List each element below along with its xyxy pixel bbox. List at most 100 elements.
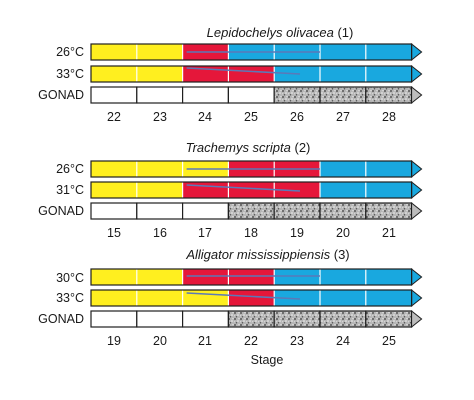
- stage-label: 18: [244, 226, 258, 240]
- stage-label: 23: [290, 334, 304, 348]
- band-segment: [274, 182, 320, 198]
- band-outline: [90, 181, 413, 199]
- band-segment: [228, 182, 275, 198]
- gonad-segment: [182, 310, 230, 328]
- gonad-arrow-tip: [411, 309, 423, 329]
- band-segment: [274, 290, 320, 306]
- band-segment: [91, 66, 137, 82]
- band-segment: [136, 161, 183, 177]
- band-arrow-tip: [411, 159, 423, 179]
- panel-3-gonad-label: GONAD: [38, 312, 84, 326]
- band-outline: [90, 268, 413, 286]
- panel-3-gonad-band: [90, 309, 423, 329]
- panel-3-ref: (3): [334, 247, 350, 262]
- panel-3-row-1-label: 30°C: [56, 271, 84, 285]
- stage-label: 16: [153, 226, 167, 240]
- band-outline: [90, 289, 413, 307]
- panel-2-row-2-band: [90, 180, 423, 200]
- band-segment: [91, 269, 137, 285]
- stage-label: 17: [198, 226, 212, 240]
- panel-2-row-1-label: 26°C: [56, 162, 84, 176]
- gonad-segment: [273, 310, 321, 328]
- panel-1-row-2-label: 33°C: [56, 67, 84, 81]
- panel-1: Lepidochelys olivacea (1) 26°C 33°C GONA…: [38, 25, 423, 124]
- panel-3-row-2-band: [90, 288, 423, 308]
- transition-line: [186, 292, 301, 300]
- band-segment: [136, 44, 183, 60]
- stage-label: 20: [336, 226, 350, 240]
- band-outline: [90, 65, 413, 83]
- gonad-segment: [136, 202, 184, 220]
- band-arrow-tip: [411, 180, 423, 200]
- panel-3-transition-lines: [186, 275, 320, 300]
- stage-label: 28: [382, 110, 396, 124]
- band-segment: [91, 182, 137, 198]
- panel-2-title: Trachemys scripta (2): [186, 140, 311, 155]
- stage-label: 20: [153, 334, 167, 348]
- band-arrow-tip: [411, 267, 423, 287]
- band-segment: [320, 290, 366, 306]
- panel-2-ref: (2): [294, 140, 310, 155]
- band-segment: [228, 269, 275, 285]
- stage-label: 21: [382, 226, 396, 240]
- band-segment: [91, 290, 137, 306]
- gonad-segment: [319, 202, 367, 220]
- stage-label: 19: [290, 226, 304, 240]
- band-segment: [136, 66, 183, 82]
- gonad-segment: [90, 202, 138, 220]
- band-segment: [274, 269, 320, 285]
- gonad-segment: [136, 310, 184, 328]
- gonad-segment: [227, 86, 275, 104]
- gonad-segment: [90, 310, 138, 328]
- band-arrow-tip: [411, 42, 423, 62]
- gonad-segment: [227, 202, 275, 220]
- panel-2-species: Trachemys scripta: [186, 140, 291, 155]
- gonad-segment: [182, 86, 230, 104]
- panel-2-gonad-band: [90, 201, 423, 221]
- stage-label: 19: [107, 334, 121, 348]
- panel-3-stage-labels: 19 20 21 22 23 24 25: [107, 334, 396, 348]
- band-segment: [182, 269, 229, 285]
- gonad-segment: [365, 86, 413, 104]
- stage-label: 21: [198, 334, 212, 348]
- transition-line: [186, 184, 301, 192]
- gonad-arrow-tip: [411, 201, 423, 221]
- panel-1-gonad-label: GONAD: [38, 88, 84, 102]
- band-segment: [228, 66, 275, 82]
- stage-label: 25: [382, 334, 396, 348]
- band-segment: [320, 161, 366, 177]
- band-outline: [90, 160, 413, 178]
- panel-1-ref: (1): [337, 25, 353, 40]
- stage-label: 25: [244, 110, 258, 124]
- band-outline: [90, 43, 413, 61]
- transition-line: [186, 67, 301, 75]
- panel-1-stage-labels: 22 23 24 25 26 27 28: [107, 110, 396, 124]
- gonad-segment: [182, 202, 230, 220]
- x-axis-label: Stage: [251, 353, 284, 367]
- band-segment: [365, 66, 412, 82]
- band-segment: [228, 290, 275, 306]
- band-segment: [365, 161, 412, 177]
- gonad-segment: [227, 310, 275, 328]
- band-segment: [136, 290, 183, 306]
- stage-label: 22: [107, 110, 121, 124]
- panel-3-title: Alligator mississippiensis (3): [185, 247, 349, 262]
- panel-3: Alligator mississippiensis (3) 30°C 33°C…: [38, 247, 423, 348]
- band-segment: [365, 44, 412, 60]
- gonad-segment: [365, 202, 413, 220]
- gonad-segment: [319, 86, 367, 104]
- band-segment: [320, 44, 366, 60]
- panel-1-transition-lines: [186, 51, 320, 75]
- band-segment: [320, 66, 366, 82]
- band-arrow-tip: [411, 288, 423, 308]
- panel-2-stage-labels: 15 16 17 18 19 20 21: [107, 226, 396, 240]
- panel-2-transition-lines: [186, 168, 320, 192]
- stage-label: 24: [198, 110, 212, 124]
- stage-label: 27: [336, 110, 350, 124]
- panel-2-gonad-label: GONAD: [38, 204, 84, 218]
- gonad-arrow-tip: [411, 85, 423, 105]
- band-arrow-tip: [411, 64, 423, 84]
- panel-1-row-1-label: 26°C: [56, 45, 84, 59]
- band-segment: [320, 269, 366, 285]
